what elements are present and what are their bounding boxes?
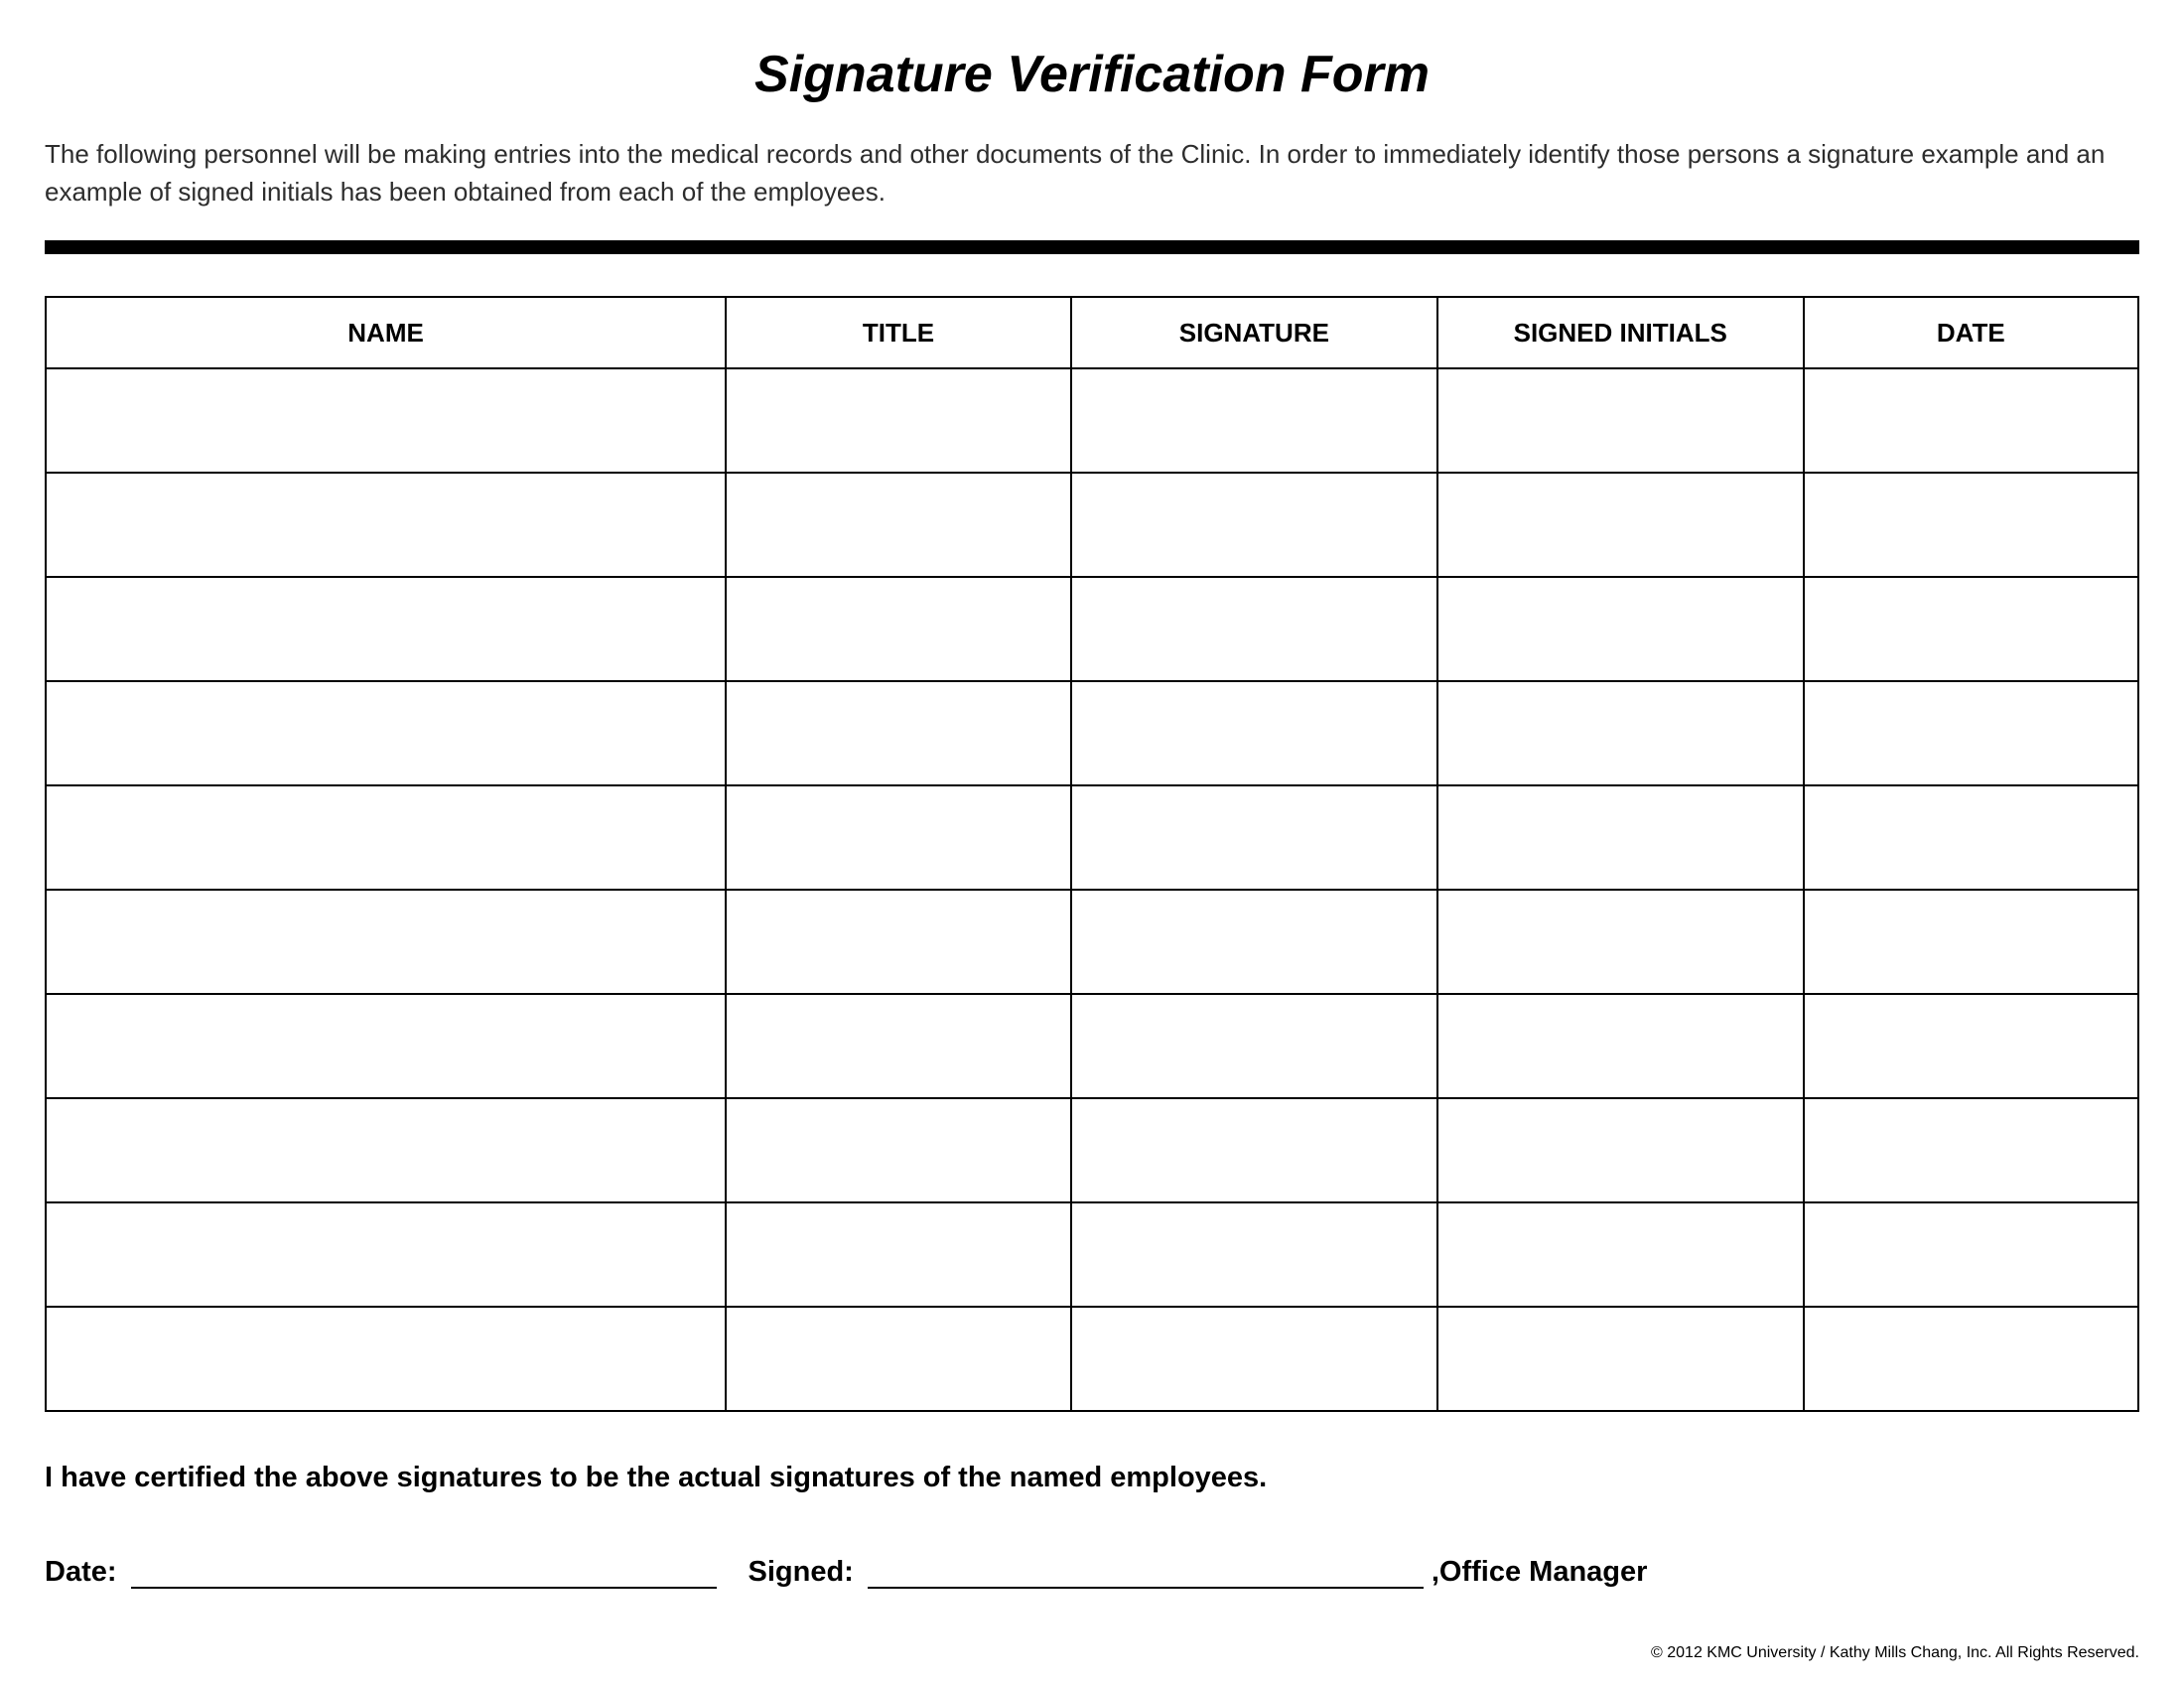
cell-title[interactable] bbox=[726, 1307, 1071, 1411]
table-row bbox=[46, 890, 2138, 994]
cell-title[interactable] bbox=[726, 785, 1071, 890]
cell-date[interactable] bbox=[1804, 1098, 2138, 1202]
cell-initials[interactable] bbox=[1437, 577, 1804, 681]
cell-date[interactable] bbox=[1804, 681, 2138, 785]
cell-name[interactable] bbox=[46, 577, 726, 681]
cell-signature[interactable] bbox=[1071, 1307, 1437, 1411]
table-row bbox=[46, 1307, 2138, 1411]
table-row bbox=[46, 368, 2138, 473]
cell-title[interactable] bbox=[726, 473, 1071, 577]
office-manager-role: ,Office Manager bbox=[1432, 1556, 1648, 1589]
cell-initials[interactable] bbox=[1437, 473, 1804, 577]
cell-initials[interactable] bbox=[1437, 785, 1804, 890]
table-row bbox=[46, 473, 2138, 577]
table-row bbox=[46, 994, 2138, 1098]
column-header-date: DATE bbox=[1804, 297, 2138, 368]
cell-name[interactable] bbox=[46, 1307, 726, 1411]
cell-title[interactable] bbox=[726, 577, 1071, 681]
cell-signature[interactable] bbox=[1071, 890, 1437, 994]
cell-title[interactable] bbox=[726, 1098, 1071, 1202]
column-header-title: TITLE bbox=[726, 297, 1071, 368]
cell-signature[interactable] bbox=[1071, 994, 1437, 1098]
date-label: Date: bbox=[45, 1556, 117, 1589]
signed-signature-line[interactable] bbox=[868, 1561, 1424, 1589]
certification-statement: I have certified the above signatures to… bbox=[45, 1462, 2139, 1494]
cell-date[interactable] bbox=[1804, 577, 2138, 681]
table-row bbox=[46, 681, 2138, 785]
cell-date[interactable] bbox=[1804, 994, 2138, 1098]
cell-name[interactable] bbox=[46, 994, 726, 1098]
cell-initials[interactable] bbox=[1437, 994, 1804, 1098]
table-row bbox=[46, 577, 2138, 681]
cell-name[interactable] bbox=[46, 890, 726, 994]
cell-initials[interactable] bbox=[1437, 681, 1804, 785]
cell-signature[interactable] bbox=[1071, 1098, 1437, 1202]
cell-initials[interactable] bbox=[1437, 1202, 1804, 1307]
section-divider bbox=[45, 240, 2139, 254]
cell-signature[interactable] bbox=[1071, 577, 1437, 681]
table-row bbox=[46, 1202, 2138, 1307]
cell-name[interactable] bbox=[46, 681, 726, 785]
cell-title[interactable] bbox=[726, 368, 1071, 473]
signoff-row: Date: Signed: ,Office Manager bbox=[45, 1556, 2139, 1589]
cell-title[interactable] bbox=[726, 681, 1071, 785]
table-body bbox=[46, 368, 2138, 1411]
column-header-signature: SIGNATURE bbox=[1071, 297, 1437, 368]
cell-signature[interactable] bbox=[1071, 1202, 1437, 1307]
signature-table: NAME TITLE SIGNATURE SIGNED INITIALS DAT… bbox=[45, 296, 2139, 1412]
cell-title[interactable] bbox=[726, 994, 1071, 1098]
cell-name[interactable] bbox=[46, 785, 726, 890]
cell-signature[interactable] bbox=[1071, 473, 1437, 577]
date-signature-line[interactable] bbox=[131, 1561, 717, 1589]
cell-initials[interactable] bbox=[1437, 368, 1804, 473]
cell-date[interactable] bbox=[1804, 785, 2138, 890]
cell-initials[interactable] bbox=[1437, 890, 1804, 994]
cell-date[interactable] bbox=[1804, 473, 2138, 577]
page-title: Signature Verification Form bbox=[45, 45, 2139, 104]
cell-signature[interactable] bbox=[1071, 681, 1437, 785]
cell-date[interactable] bbox=[1804, 1202, 2138, 1307]
cell-name[interactable] bbox=[46, 368, 726, 473]
cell-name[interactable] bbox=[46, 1202, 726, 1307]
cell-initials[interactable] bbox=[1437, 1307, 1804, 1411]
cell-initials[interactable] bbox=[1437, 1098, 1804, 1202]
cell-signature[interactable] bbox=[1071, 368, 1437, 473]
column-header-name: NAME bbox=[46, 297, 726, 368]
column-header-signed-initials: SIGNED INITIALS bbox=[1437, 297, 1804, 368]
cell-name[interactable] bbox=[46, 1098, 726, 1202]
cell-title[interactable] bbox=[726, 890, 1071, 994]
cell-date[interactable] bbox=[1804, 1307, 2138, 1411]
cell-date[interactable] bbox=[1804, 890, 2138, 994]
table-row bbox=[46, 1098, 2138, 1202]
table-header-row: NAME TITLE SIGNATURE SIGNED INITIALS DAT… bbox=[46, 297, 2138, 368]
signed-label: Signed: bbox=[749, 1556, 854, 1589]
table-row bbox=[46, 785, 2138, 890]
cell-date[interactable] bbox=[1804, 368, 2138, 473]
cell-signature[interactable] bbox=[1071, 785, 1437, 890]
cell-name[interactable] bbox=[46, 473, 726, 577]
copyright-notice: © 2012 KMC University / Kathy Mills Chan… bbox=[1651, 1644, 2139, 1662]
cell-title[interactable] bbox=[726, 1202, 1071, 1307]
intro-paragraph: The following personnel will be making e… bbox=[45, 136, 2139, 211]
